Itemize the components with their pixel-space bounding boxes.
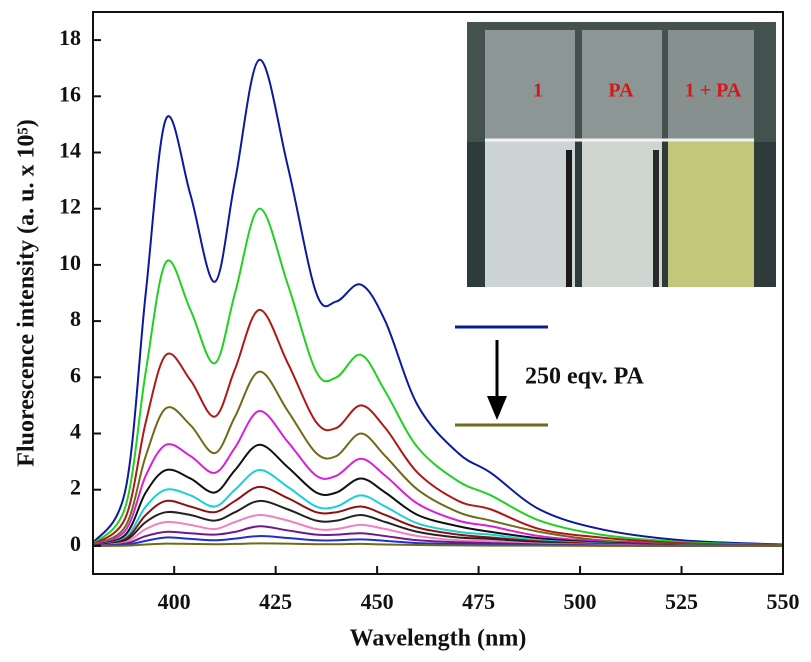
annotation: 250 eqv. PA bbox=[455, 325, 645, 427]
y-tick-label: 12 bbox=[59, 194, 81, 219]
arrow-head bbox=[487, 396, 507, 420]
inset-label: 1 bbox=[533, 80, 543, 102]
series-line bbox=[92, 308, 784, 547]
x-tick-label: 425 bbox=[259, 589, 292, 614]
annotation-text: 250 eqv. PA bbox=[525, 364, 645, 390]
series-line bbox=[92, 443, 784, 547]
series-line bbox=[92, 542, 783, 547]
inset-photo: 1 PA 1 + PA bbox=[467, 22, 776, 287]
series-line bbox=[92, 370, 784, 547]
y-axis-title: Fluorescence intensity (a. u. x 10⁵) bbox=[14, 119, 40, 466]
y-tick-label: 14 bbox=[59, 138, 81, 163]
x-tick-label: 400 bbox=[158, 589, 191, 614]
y-tick-label: 18 bbox=[59, 25, 81, 50]
curves bbox=[92, 58, 784, 547]
inset-label: PA bbox=[608, 80, 634, 102]
x-tick-label: 550 bbox=[767, 589, 800, 614]
series-line bbox=[92, 58, 784, 546]
y-tick-label: 10 bbox=[59, 250, 81, 275]
x-tick-label: 500 bbox=[564, 589, 597, 614]
plot-frame bbox=[92, 11, 784, 575]
x-tick-label: 450 bbox=[361, 589, 394, 614]
y-tick-label: 8 bbox=[70, 306, 81, 331]
x-axis-title: Wavelength (nm) bbox=[350, 626, 527, 652]
inset-label: 1 + PA bbox=[685, 80, 742, 102]
x-tick-label: 525 bbox=[665, 589, 698, 614]
y-tick-label: 6 bbox=[70, 362, 81, 387]
x-tick-label: 475 bbox=[462, 589, 495, 614]
y-tick-label: 2 bbox=[70, 475, 81, 500]
y-tick-label: 16 bbox=[59, 81, 81, 106]
y-tick-label: 4 bbox=[70, 419, 81, 444]
series-line bbox=[92, 207, 784, 547]
series-line bbox=[92, 410, 784, 547]
y-tick-label: 0 bbox=[70, 531, 81, 556]
series-line bbox=[92, 485, 784, 547]
